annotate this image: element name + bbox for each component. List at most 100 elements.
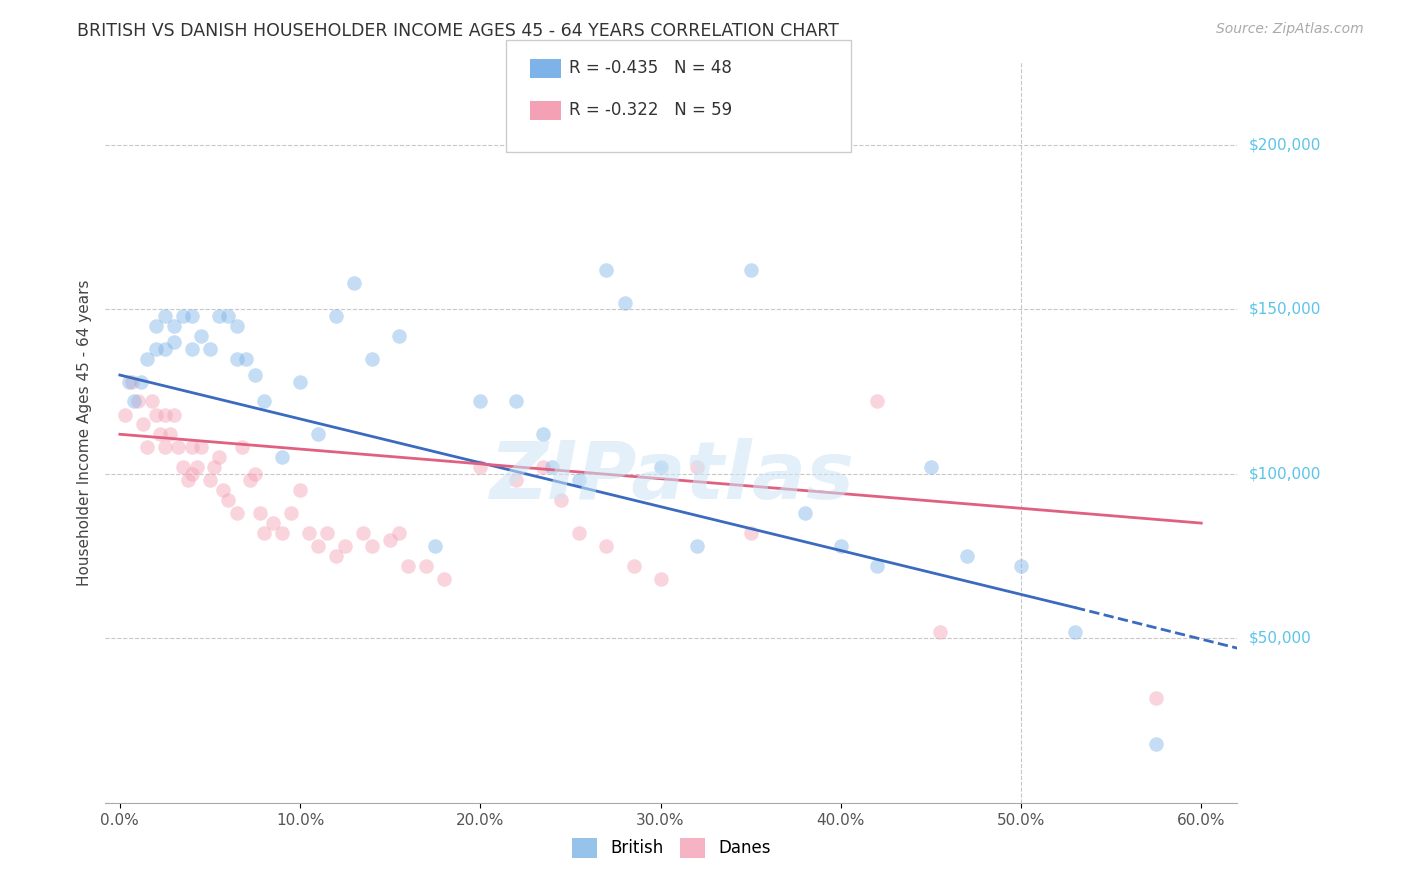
Point [307, 539, 329, 553]
Point [163, 335, 186, 350]
Point [114, 408, 136, 422]
Point [352, 526, 374, 541]
Point [135, 351, 157, 366]
Point [153, 441, 176, 455]
Point [243, 368, 266, 382]
Point [181, 309, 204, 323]
Point [217, 493, 239, 508]
Point [505, 473, 527, 487]
Point [243, 467, 266, 481]
Point [550, 493, 572, 508]
Point [623, 558, 645, 573]
Point [1144, 690, 1167, 705]
Point [181, 441, 204, 455]
Text: Source: ZipAtlas.com: Source: ZipAtlas.com [1216, 22, 1364, 37]
Point [866, 558, 889, 573]
Point [190, 441, 212, 455]
Point [920, 460, 942, 475]
Point [153, 309, 176, 323]
Point [172, 309, 194, 323]
Point [145, 408, 167, 422]
Point [271, 526, 294, 541]
Point [361, 351, 384, 366]
Point [131, 375, 153, 389]
Text: $150,000: $150,000 [1249, 301, 1320, 317]
Point [208, 309, 231, 323]
Point [153, 408, 176, 422]
Point [231, 441, 253, 455]
Point [333, 539, 356, 553]
Point [685, 460, 707, 475]
Point [388, 526, 411, 541]
Point [613, 295, 636, 310]
Point [135, 441, 157, 455]
Point [211, 483, 233, 498]
Point [956, 549, 979, 563]
Point [253, 394, 276, 409]
Point [190, 328, 212, 343]
Point [198, 342, 221, 356]
Point [148, 427, 170, 442]
Point [280, 506, 302, 520]
Point [177, 473, 200, 487]
Point [226, 351, 249, 366]
Point [253, 526, 276, 541]
Point [288, 483, 311, 498]
Point [650, 572, 672, 586]
Point [181, 342, 204, 356]
Point [866, 394, 889, 409]
Point [163, 318, 186, 333]
Point [217, 309, 239, 323]
Text: R = -0.322   N = 59: R = -0.322 N = 59 [569, 101, 733, 119]
Point [153, 342, 176, 356]
Point [425, 539, 447, 553]
Point [1144, 737, 1167, 751]
Point [172, 460, 194, 475]
Point [433, 572, 456, 586]
Point [415, 558, 437, 573]
Point [380, 533, 402, 547]
Point [118, 375, 141, 389]
Point [595, 539, 617, 553]
Text: $200,000: $200,000 [1249, 137, 1320, 153]
Point [145, 318, 167, 333]
Point [793, 506, 815, 520]
Point [361, 539, 384, 553]
Point [198, 473, 221, 487]
Point [288, 375, 311, 389]
Point [239, 473, 262, 487]
Text: R = -0.435   N = 48: R = -0.435 N = 48 [569, 59, 733, 77]
Point [1064, 624, 1087, 639]
Point [568, 526, 591, 541]
Point [132, 417, 155, 432]
Point [685, 539, 707, 553]
Y-axis label: Householder Income Ages 45 - 64 years: Householder Income Ages 45 - 64 years [76, 279, 91, 586]
Point [740, 262, 762, 277]
Point [307, 427, 329, 442]
Point [202, 460, 225, 475]
Point [127, 394, 149, 409]
Point [208, 450, 231, 465]
Point [541, 460, 564, 475]
Point [163, 408, 186, 422]
Point [226, 318, 249, 333]
Point [325, 309, 347, 323]
Point [830, 539, 852, 553]
Point [166, 441, 188, 455]
Point [316, 526, 339, 541]
Point [388, 328, 411, 343]
Point [121, 375, 143, 389]
Point [740, 526, 762, 541]
Point [531, 460, 554, 475]
Point [928, 624, 950, 639]
Point [595, 262, 617, 277]
Point [141, 394, 163, 409]
Point [325, 549, 347, 563]
Point [505, 394, 527, 409]
Point [186, 460, 208, 475]
Text: BRITISH VS DANISH HOUSEHOLDER INCOME AGES 45 - 64 YEARS CORRELATION CHART: BRITISH VS DANISH HOUSEHOLDER INCOME AGE… [77, 22, 839, 40]
Point [159, 427, 181, 442]
Point [249, 506, 271, 520]
Point [235, 351, 257, 366]
Point [298, 526, 321, 541]
